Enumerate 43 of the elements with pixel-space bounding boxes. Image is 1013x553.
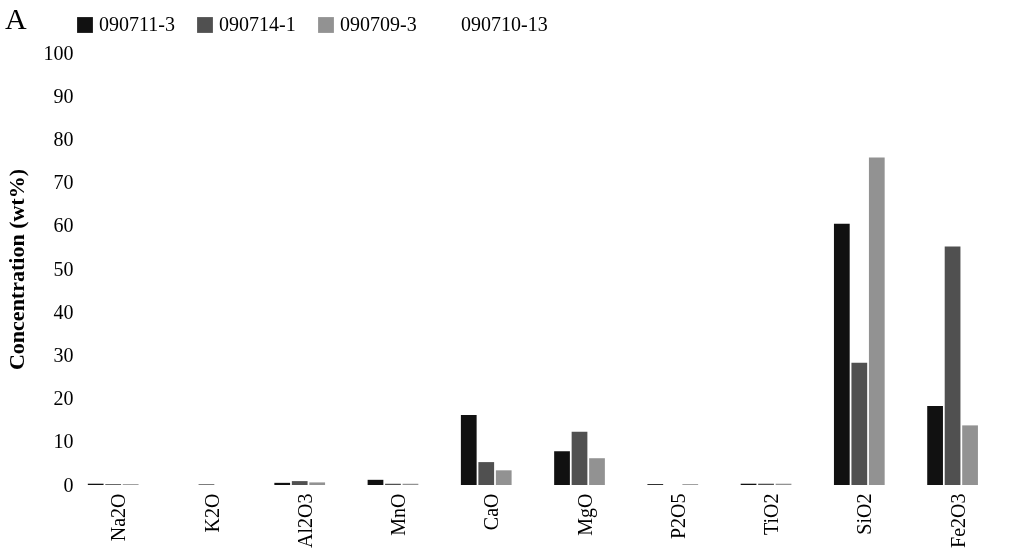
bar	[274, 482, 291, 485]
y-tick-label: 90	[53, 84, 74, 107]
bar	[571, 431, 588, 485]
x-tick-label: Fe2O3	[946, 493, 969, 548]
text: 090710-13	[461, 13, 548, 35]
x-tick-label: P2O5	[666, 493, 689, 540]
y-tick-label: 100	[43, 41, 74, 64]
y-tick-label: 80	[53, 127, 74, 150]
bar	[460, 415, 477, 485]
y-tick-label: 10	[53, 430, 74, 453]
x-tick-label: K2O	[200, 493, 223, 533]
bar	[851, 362, 868, 485]
bar	[309, 482, 326, 485]
x-tick-label: Al2O3	[293, 493, 316, 548]
y-tick-label: 70	[53, 171, 74, 194]
legend-label: 090709-3	[340, 13, 417, 35]
y-axis-title: Concentration (wt%)	[3, 168, 29, 371]
x-tick-label: TiO2	[760, 493, 783, 536]
y-tick-label: 60	[53, 214, 74, 237]
bar	[495, 470, 512, 485]
x-tick-label: Na2O	[107, 493, 130, 542]
x-tick-label: CaO	[480, 493, 503, 531]
y-tick-label: 40	[53, 300, 74, 323]
bar	[589, 458, 605, 485]
y-tick-label: 20	[53, 387, 74, 410]
bar	[927, 405, 943, 485]
bar	[868, 157, 885, 485]
x-tick-label: MgO	[573, 493, 597, 536]
bar	[962, 425, 978, 485]
chart-title: A	[5, 2, 27, 35]
x-tick-label: SiO2	[853, 493, 876, 535]
bar	[367, 479, 384, 485]
x-tick-label: MnO	[387, 493, 410, 536]
bar	[833, 223, 850, 485]
legend-label: 090711-3	[99, 13, 175, 35]
bar	[478, 462, 495, 485]
y-tick-label: 50	[53, 257, 74, 280]
bar	[554, 451, 570, 485]
y-tick-label: 30	[53, 343, 74, 366]
legend-label: 090714-1	[219, 13, 296, 35]
bar	[944, 246, 961, 485]
y-tick-label: 0	[63, 473, 74, 496]
bar	[291, 481, 308, 485]
